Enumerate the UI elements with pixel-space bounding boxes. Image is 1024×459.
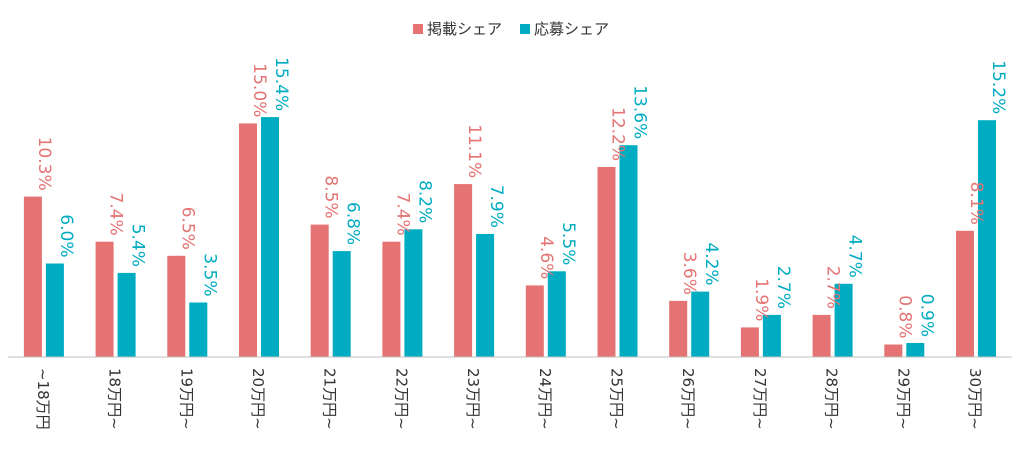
bar-listing-1: [95, 241, 114, 357]
x-tick-label-5: 22万円~: [392, 368, 410, 430]
legend-swatch-listing-share: [413, 24, 423, 34]
x-tick-label-7: 24万円~: [536, 368, 554, 430]
data-label-listing-10: 1.9%: [751, 278, 771, 321]
bar-listing-7: [525, 285, 544, 357]
data-label-application-12: 0.9%: [916, 294, 936, 337]
bar-listing-3: [239, 123, 257, 358]
data-label-listing-7: 4.6%: [536, 236, 556, 279]
legend-label-listing-share: 掲載シェア: [427, 20, 502, 38]
data-label-application-4: 6.8%: [343, 202, 363, 245]
bar-application-8: [619, 145, 638, 357]
bar-listing-8: [597, 167, 616, 357]
bar-application-3: [261, 117, 279, 357]
data-labels: 10.3%6.0%7.4%5.4% 6.5%3.5%15.0% 15.4%8.5%6…: [34, 57, 1008, 338]
x-tick-label-3: 20万円~: [249, 368, 267, 430]
x-tick-label-11: 28万円~: [823, 368, 841, 430]
x-tick-label-8: 25万円~: [608, 368, 626, 430]
legend-swatch-application-share: [520, 24, 530, 34]
bar-application-11: [834, 283, 853, 357]
bar-listing-13: [956, 230, 974, 357]
x-tick-label-13: 30万円~: [966, 368, 984, 430]
data-label-application-10: 2.7%: [773, 266, 793, 309]
bar-listing-11: [812, 314, 831, 357]
x-tick-label-10: 27万円~: [751, 368, 769, 430]
data-label-application-13: 15.2%: [988, 60, 1008, 114]
data-label-application-1: 5.4%: [128, 224, 148, 267]
data-label-application-5: 8.2%: [414, 180, 434, 223]
data-label-listing-6: 11.1%: [464, 124, 484, 178]
bar-application-2: [189, 302, 208, 357]
x-tick-label-12: 29万円~: [894, 368, 912, 430]
legend: 掲載シェア 応募シェア: [413, 20, 609, 38]
data-label-listing-4: 8.5%: [321, 175, 341, 218]
data-label-listing-1: 7.4%: [106, 193, 126, 236]
x-tick-label-9: 26万円~: [679, 368, 697, 430]
data-label-application-7: 5.5%: [558, 222, 578, 265]
data-label-listing-12: 0.8%: [894, 295, 914, 338]
bar-application-12: [906, 343, 925, 357]
data-label-application-6: 7.9%: [486, 185, 506, 228]
data-label-listing-3: 15.0%: [249, 63, 269, 117]
data-label-application-3: 15.4%: [271, 57, 291, 111]
x-tick-label-4: 21万円~: [321, 368, 339, 430]
bar-application-6: [476, 234, 495, 357]
bar-application-10: [762, 314, 781, 357]
bar-listing-12: [884, 344, 903, 357]
bar-application-7: [547, 271, 566, 357]
bar-application-13: [978, 120, 996, 357]
bar-listing-9: [669, 300, 688, 357]
x-tick-label-2: 19万円~: [177, 368, 195, 430]
bar-application-1: [117, 272, 136, 357]
data-label-application-2: 3.5%: [199, 253, 219, 296]
bar-listing-4: [310, 224, 329, 357]
x-tick-labels: ~18万円 18万円~ 19万円~ 20万円~ 21万円~ 22万円~ 23万円~ 24万円~…: [34, 368, 984, 430]
data-label-listing-9: 3.6%: [679, 252, 699, 295]
data-label-listing-0: 10.3%: [34, 137, 54, 191]
bar-application-4: [332, 251, 351, 357]
bar-listing-0: [23, 196, 42, 357]
data-label-listing-13: 8.1%: [966, 182, 986, 225]
bars: [23, 117, 996, 358]
data-label-listing-2: 6.5%: [177, 207, 197, 250]
data-label-application-8: 13.6%: [630, 85, 650, 139]
data-label-application-9: 4.2%: [701, 242, 721, 285]
data-label-listing-5: 7.4%: [392, 193, 412, 236]
bar-listing-6: [454, 184, 473, 357]
legend-label-application-share: 応募シェア: [534, 20, 609, 38]
bar-application-0: [45, 263, 64, 357]
x-tick-label-1: 18万円~: [106, 368, 124, 430]
data-label-application-11: 4.7%: [845, 235, 865, 278]
data-label-application-0: 6.0%: [56, 214, 76, 257]
bar-application-5: [404, 229, 423, 357]
bar-listing-10: [740, 327, 759, 357]
bar-application-9: [691, 291, 710, 357]
data-label-listing-8: 12.2%: [608, 107, 628, 161]
bar-listing-5: [382, 241, 401, 357]
x-tick-label-6: 23万円~: [464, 368, 482, 430]
bar-listing-2: [167, 255, 186, 357]
data-label-listing-11: 2.7%: [823, 266, 843, 309]
x-tick-label-0: ~18万円: [34, 368, 52, 430]
